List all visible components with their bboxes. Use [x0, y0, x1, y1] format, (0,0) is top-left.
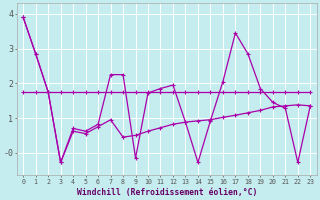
X-axis label: Windchill (Refroidissement éolien,°C): Windchill (Refroidissement éolien,°C) — [76, 188, 257, 197]
